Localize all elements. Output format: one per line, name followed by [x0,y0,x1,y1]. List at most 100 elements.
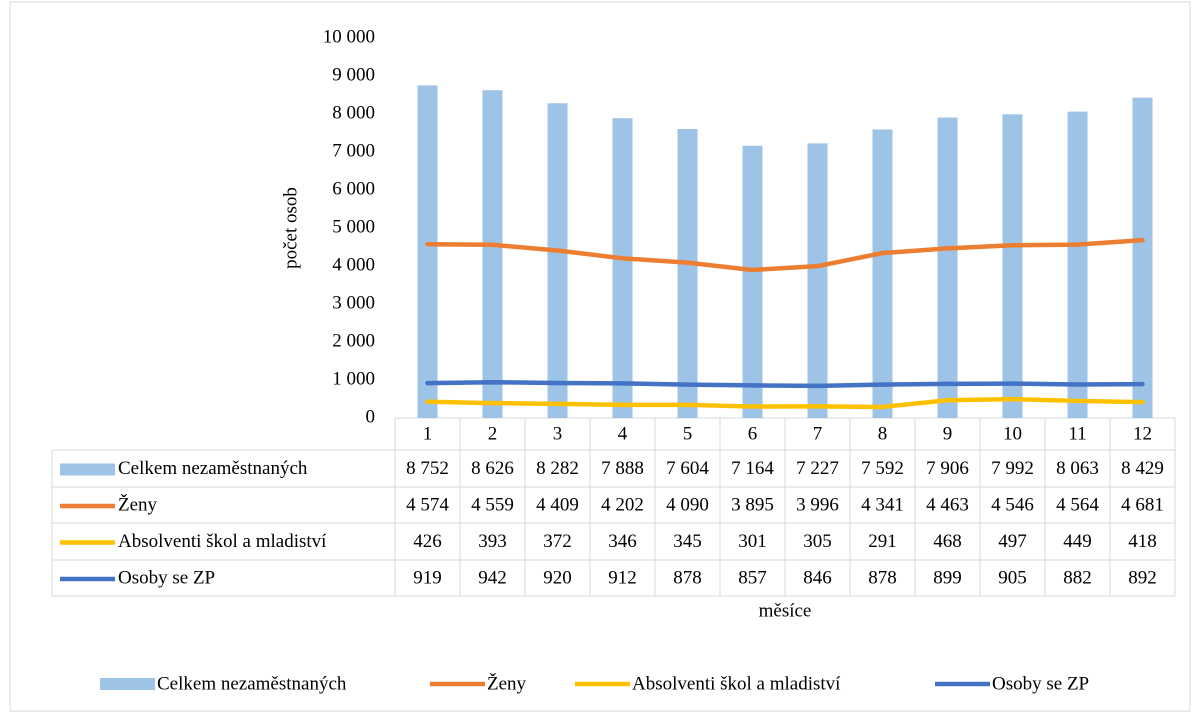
table-value: 426 [413,531,442,552]
table-value: 4 202 [601,494,644,515]
bar [677,129,698,418]
x-tick-label: 3 [553,423,563,444]
table-value: 8 063 [1056,458,1099,479]
table-value: 8 282 [536,458,579,479]
table-value: 905 [998,567,1027,588]
table-value: 7 604 [666,458,709,479]
bar [872,129,893,418]
bar [612,118,633,419]
table-value: 912 [608,567,637,588]
line [425,396,1145,410]
x-tick-label: 9 [943,423,953,444]
table-value: 4 559 [471,494,514,515]
table-series-name: Celkem nezaměstnaných [118,458,308,479]
bar [1002,114,1023,418]
chart-border [9,1,1191,712]
table-value: 878 [868,567,897,588]
y-tick-label: 10 000 [323,26,375,47]
table-value: 7 888 [601,458,644,479]
y-axis-label: počet osob [280,187,301,269]
x-tick-label: 4 [618,423,628,444]
legend-label: Celkem nezaměstnaných [157,673,347,694]
bar [937,117,958,419]
table-value: 878 [673,567,702,588]
table-value: 449 [1063,531,1092,552]
y-tick-label: 5 000 [332,216,375,237]
x-axis-label: měsíce [759,600,812,621]
line [425,379,1145,389]
x-tick-label: 8 [878,423,888,444]
y-tick-label: 9 000 [332,64,375,85]
table-value: 899 [933,567,962,588]
x-tick-label: 12 [1133,423,1152,444]
table-value: 7 592 [861,458,904,479]
table-value: 892 [1128,567,1157,588]
table-value: 497 [998,531,1027,552]
table-series-name: Osoby se ZP [118,567,215,588]
table-value: 8 626 [471,458,514,479]
table-value: 919 [413,567,442,588]
x-tick-label: 1 [423,423,433,444]
x-tick-label: 7 [813,423,823,444]
table-value: 4 341 [861,494,904,515]
table-value: 372 [543,531,572,552]
table-value: 345 [673,531,702,552]
table-value: 942 [478,567,507,588]
x-tick-label: 10 [1003,423,1022,444]
y-tick-label: 7 000 [332,140,375,161]
table-value: 418 [1128,531,1157,552]
legend-label: Ženy [487,672,527,694]
y-tick-label: 6 000 [332,178,375,199]
legend-key [100,678,155,690]
table-key [60,463,115,476]
bar [742,145,763,418]
bar [417,85,438,418]
bar [1132,97,1153,418]
table-series-name: Absolventi škol a mladiství [118,531,327,552]
table-value: 857 [738,567,767,588]
table-value: 4 090 [666,494,709,515]
table-value: 7 992 [991,458,1034,479]
table-value: 8 429 [1121,458,1164,479]
line [425,237,1145,273]
table-value: 4 463 [926,494,969,515]
x-tick-label: 6 [748,423,758,444]
table-value: 4 409 [536,494,579,515]
table-series-name: Ženy [118,493,158,515]
y-tick-label: 2 000 [332,330,375,351]
table-value: 920 [543,567,572,588]
bar [1067,111,1088,418]
legend-label: Absolventi škol a mladiství [632,673,841,694]
table-value: 882 [1063,567,1092,588]
table-value: 846 [803,567,832,588]
x-tick-label: 11 [1068,423,1086,444]
bar [547,103,568,418]
y-tick-label: 3 000 [332,292,375,313]
table-value: 4 546 [991,494,1034,515]
table-value: 3 996 [796,494,839,515]
table-value: 305 [803,531,832,552]
y-tick-label: 4 000 [332,254,375,275]
bar [482,90,503,418]
table-value: 301 [738,531,767,552]
table-value: 3 895 [731,494,774,515]
table-value: 346 [608,531,637,552]
legend-label: Osoby se ZP [992,673,1089,694]
x-tick-label: 2 [488,423,498,444]
bar [807,143,828,418]
table-value: 8 752 [406,458,449,479]
table-value: 291 [868,531,897,552]
table-value: 4 681 [1121,494,1164,515]
y-tick-label: 0 [366,406,376,427]
table-value: 7 227 [796,458,839,479]
x-tick-label: 5 [683,423,693,444]
y-tick-label: 8 000 [332,102,375,123]
table-value: 4 574 [406,494,449,515]
y-tick-label: 1 000 [332,368,375,389]
table-value: 7 906 [926,458,969,479]
table-value: 4 564 [1056,494,1099,515]
table-value: 7 164 [731,458,774,479]
table-value: 468 [933,531,962,552]
table-value: 393 [478,531,507,552]
